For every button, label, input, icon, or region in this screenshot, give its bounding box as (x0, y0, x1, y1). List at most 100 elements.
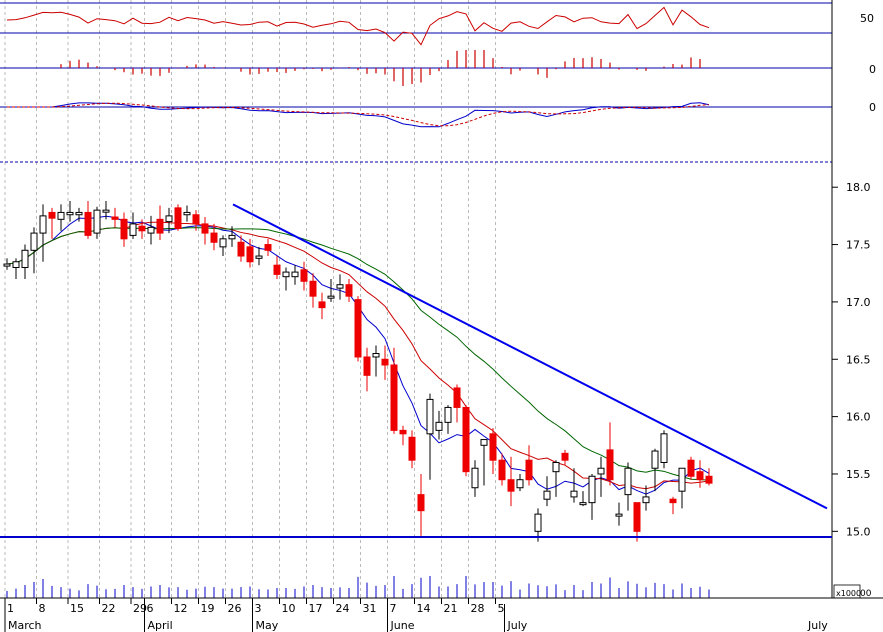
candle-body (534, 513, 542, 532)
candle-body (561, 452, 569, 461)
candle (633, 502, 641, 542)
candle (372, 345, 380, 377)
candle (39, 204, 47, 262)
candle-body (183, 211, 191, 216)
volume-multiplier-label: x1000 (836, 589, 861, 598)
candle-body (147, 226, 155, 234)
x-tick-label: 5 (498, 602, 505, 615)
candle (453, 384, 461, 423)
candle (417, 473, 425, 536)
candle (336, 274, 344, 300)
candle-body (165, 215, 173, 223)
x-tick-label: 24 (336, 602, 350, 615)
candle-body (102, 209, 110, 213)
candle-body (336, 284, 344, 289)
candle-body (687, 459, 695, 477)
candle-body (192, 214, 200, 225)
candle (210, 223, 218, 251)
candle-body (408, 436, 416, 461)
candle (570, 468, 578, 503)
resistance-trendline (232, 203, 828, 510)
candle-body (111, 216, 119, 220)
candle (156, 205, 164, 240)
x-tick-label: 19 (201, 602, 215, 615)
rsi-line (6, 6, 710, 46)
candle-body (444, 406, 452, 423)
candle (480, 439, 488, 486)
candle (264, 238, 272, 257)
macd-line (7, 102, 710, 128)
candle-body (399, 429, 407, 435)
candle-body (435, 421, 443, 431)
candle-body (66, 211, 74, 216)
candle (309, 273, 317, 308)
candle (111, 207, 119, 228)
candle (120, 212, 128, 247)
candle-body (219, 238, 227, 248)
candle (525, 445, 533, 486)
price-tick-label: 17.5 (846, 239, 871, 252)
price-tick-label: 18.0 (846, 181, 871, 194)
candle-body (471, 467, 479, 489)
candle (426, 393, 434, 480)
x-tick-label: 1 (7, 602, 14, 615)
x-tick-label: 21 (444, 602, 458, 615)
candle (129, 212, 137, 239)
x-tick-label: 31 (363, 602, 377, 615)
candle (624, 462, 632, 511)
candle-body (489, 433, 497, 461)
candle-body (201, 223, 209, 234)
price-panel (0, 200, 832, 542)
candle (174, 204, 182, 231)
candle (399, 425, 407, 446)
candle (579, 491, 587, 507)
x-tick-label: 8 (39, 602, 46, 615)
candle-body (21, 249, 29, 268)
candle-body (273, 264, 281, 275)
candle (282, 267, 290, 291)
candle-body (237, 241, 245, 257)
candle-body (174, 207, 182, 229)
candle (561, 449, 569, 465)
rsi-panel (6, 6, 710, 46)
macd-panel (7, 102, 710, 128)
price-tick-label: 15.0 (846, 525, 871, 538)
candle-body (345, 284, 353, 297)
price-tick-label: 16.5 (846, 353, 871, 366)
candle-body (3, 263, 11, 267)
candle (3, 258, 11, 270)
candle-body (588, 475, 596, 504)
month-label: May (256, 619, 279, 632)
candle-body (552, 462, 560, 473)
candle (408, 430, 416, 469)
candle (192, 210, 200, 231)
candle (705, 468, 713, 486)
candle (390, 347, 398, 434)
month-label: July (507, 619, 528, 632)
candle-body (318, 301, 326, 309)
candle (435, 410, 443, 440)
candle-body (498, 459, 506, 481)
candle-body (705, 475, 713, 484)
candle (642, 485, 650, 511)
x-tick-label: 14 (417, 602, 431, 615)
candle (552, 460, 560, 497)
candle-body (579, 502, 587, 506)
candle-body (543, 490, 551, 500)
x-tick-label: 29 (133, 602, 147, 615)
candle-body (156, 218, 164, 234)
candle (597, 456, 605, 497)
macd-axis-label: 0 (869, 101, 876, 114)
candle-body (39, 215, 47, 234)
candle-body (93, 209, 101, 234)
x-tick-label: 3 (255, 602, 262, 615)
vertical-grid (4, 0, 496, 598)
candle-body (606, 449, 614, 481)
histogram-axis-label: 0 (869, 63, 876, 76)
candle-body (282, 271, 290, 278)
month-label: June (390, 619, 415, 632)
candle (255, 246, 263, 266)
candle (12, 258, 20, 279)
candle-body (210, 232, 218, 243)
